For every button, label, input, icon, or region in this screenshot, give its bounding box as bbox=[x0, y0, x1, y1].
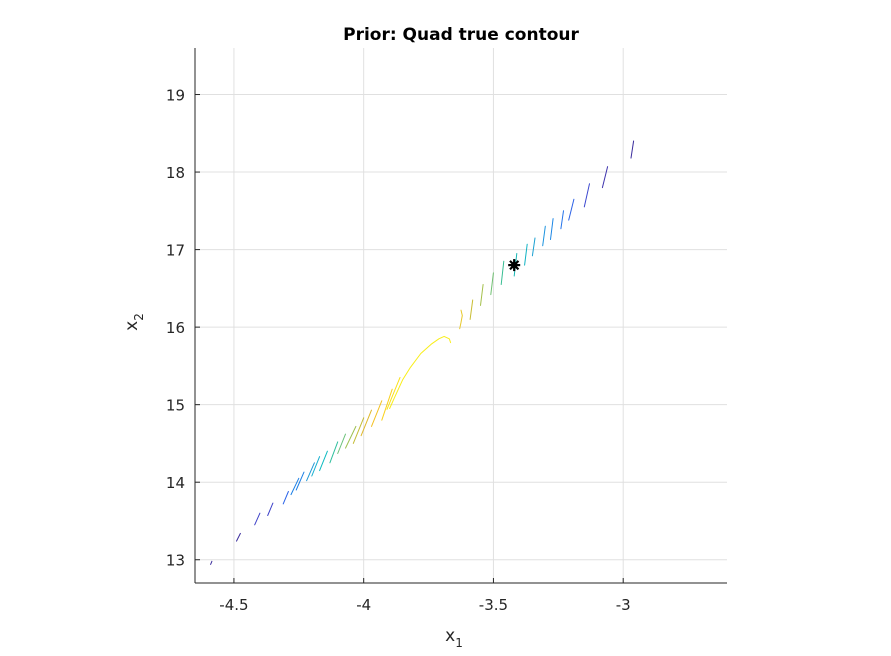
x-axis-label-main: x bbox=[445, 626, 455, 646]
y-tick-label: 16 bbox=[166, 319, 185, 337]
contour-line bbox=[295, 471, 305, 491]
contour-line bbox=[583, 183, 590, 208]
y-tick-label: 13 bbox=[166, 552, 185, 570]
chart-title: Prior: Quad true contour bbox=[343, 25, 579, 45]
x-tick-label: -3 bbox=[616, 596, 631, 614]
contour-line bbox=[490, 272, 494, 296]
y-tick-label: 19 bbox=[166, 87, 185, 105]
y-axis-label-subscript: 2 bbox=[132, 313, 146, 321]
x-tick-label: -4 bbox=[356, 596, 371, 614]
contour-line bbox=[267, 502, 274, 516]
y-tick-label: 14 bbox=[166, 474, 185, 492]
contour-line bbox=[568, 198, 575, 221]
contour-line bbox=[319, 450, 328, 472]
contour-line bbox=[389, 335, 452, 409]
contour-line bbox=[337, 433, 346, 454]
optimum-marker bbox=[508, 259, 521, 272]
star-marker bbox=[508, 259, 521, 272]
contour-line bbox=[531, 237, 536, 257]
x-tick-label: -3.5 bbox=[479, 596, 508, 614]
x-axis-label: x1 bbox=[445, 626, 463, 650]
x-axis-label-subscript: 1 bbox=[455, 636, 463, 650]
contour-line bbox=[459, 309, 463, 330]
contour-line bbox=[371, 400, 383, 427]
y-axis-label: x2 bbox=[122, 313, 146, 331]
contour-line bbox=[381, 388, 393, 421]
x-tick-label: -4.5 bbox=[219, 596, 248, 614]
contour-line bbox=[601, 166, 609, 189]
contour-lines bbox=[210, 140, 635, 565]
contour-line bbox=[306, 462, 315, 482]
contour-line bbox=[500, 260, 505, 285]
y-tick-label: 18 bbox=[166, 164, 185, 182]
contour-line bbox=[469, 299, 474, 320]
contour-line bbox=[542, 225, 546, 247]
contour-line bbox=[386, 377, 401, 410]
contour-line bbox=[524, 243, 528, 266]
contour-line bbox=[311, 456, 321, 477]
contour-line bbox=[550, 218, 554, 240]
y-tick-label: 15 bbox=[166, 397, 185, 415]
contour-line bbox=[630, 140, 635, 159]
y-axis-label-main: x bbox=[122, 321, 142, 331]
contour-line bbox=[290, 477, 300, 496]
contour-line bbox=[560, 210, 564, 230]
axes bbox=[194, 48, 727, 584]
tick-labels: -4.5 -4 -3.5 -3 13 14 15 16 17 18 19 bbox=[166, 87, 631, 614]
star-marker-center bbox=[511, 261, 518, 269]
contour-line bbox=[236, 532, 241, 542]
contour-line bbox=[352, 417, 365, 444]
contour-line bbox=[360, 409, 372, 437]
contour-line bbox=[282, 491, 289, 505]
contour-line bbox=[480, 284, 484, 306]
contour-line bbox=[329, 441, 339, 464]
grid bbox=[195, 48, 727, 583]
contour-line bbox=[254, 512, 261, 526]
y-tick-label: 17 bbox=[166, 242, 185, 260]
contour-line bbox=[345, 425, 357, 449]
contour-line bbox=[210, 560, 213, 565]
